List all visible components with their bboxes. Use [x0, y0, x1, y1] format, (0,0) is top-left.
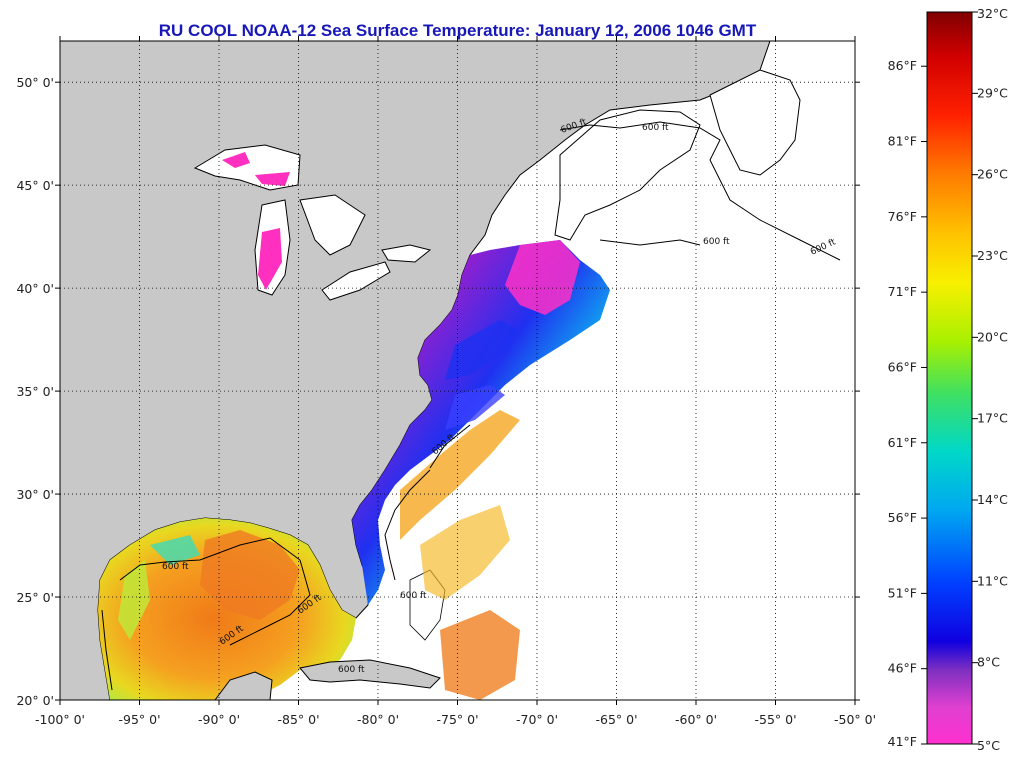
- longitude-tick-label: -90° 0': [198, 712, 240, 727]
- land-yucatan: [214, 671, 273, 700]
- colorbar-celsius-label: 23°C: [977, 248, 1008, 263]
- colorbar-fahrenheit-label: 76°F: [888, 209, 917, 224]
- longitude-tick-label: -60° 0': [675, 712, 717, 727]
- latitude-tick-label: 20° 0': [16, 693, 54, 708]
- lake-ontario: [381, 244, 432, 263]
- longitude-tick-label: -50° 0': [834, 712, 876, 727]
- contour-600ft-scotian-shelf: [599, 239, 701, 246]
- gulf-stream-warm: [400, 410, 520, 540]
- longitude-tick-label: -75° 0': [436, 712, 478, 727]
- colorbar-labels: 32°C 29°C 26°C 23°C 20°C 17°C 14°C 11°C 8°C 5°C 86…: [888, 6, 1009, 753]
- gulf-cool-shelf: [150, 535, 200, 565]
- atlantic-coastal-sst: [352, 240, 610, 605]
- axis-ticks: [55, 36, 860, 705]
- colorbar-fahrenheit-label: 51°F: [888, 585, 917, 600]
- longitude-tick-label: -80° 0': [357, 712, 399, 727]
- land-newfoundland: [709, 69, 801, 176]
- colorbar-celsius-label: 11°C: [977, 573, 1008, 588]
- latitude-tick-label: 50° 0': [16, 75, 54, 90]
- latitude-tick-label: 25° 0': [16, 590, 54, 605]
- caribbean-warm: [440, 610, 520, 700]
- land-cuba: [299, 659, 441, 689]
- colorbar-fahrenheit-label: 86°F: [888, 58, 917, 73]
- contour-600ft-florida-shelf: [229, 559, 311, 646]
- longitude-tick-label: -70° 0': [516, 712, 558, 727]
- contour-600ft-gulf-west: [101, 609, 113, 691]
- contour-label-cuba: 600 ft: [338, 665, 365, 675]
- map-title: RU COOL NOAA-12 Sea Surface Temperature:…: [158, 21, 757, 40]
- colorbar: [926, 11, 973, 745]
- colorbar-fahrenheit-label: 61°F: [888, 435, 917, 450]
- hatteras-shelf: [445, 385, 505, 430]
- colorbar-fahrenheit-label: 66°F: [888, 359, 917, 374]
- colorbar-fahrenheit-label: 81°F: [888, 134, 917, 149]
- contour-600ft-canada: [559, 121, 841, 261]
- gulf-west-shelf: [118, 560, 150, 640]
- contour-600ft-gulf-north: [119, 537, 301, 581]
- contour-600ft-southeast: [384, 469, 431, 581]
- sargasso-warm-patches: [420, 505, 510, 600]
- longitude-labels: -100° 0' -95° 0' -90° 0' -85° 0' -80° 0' -75°…: [35, 712, 876, 727]
- colorbar-celsius-label: 5°C: [977, 738, 1000, 753]
- mid-atlantic-shelf-cold: [445, 320, 520, 380]
- latitude-tick-label: 35° 0': [16, 384, 54, 399]
- longitude-tick-label: -100° 0': [35, 712, 85, 727]
- latitude-labels: 20° 0' 25° 0' 30° 0' 35° 0' 40° 0' 45° 0' 50° …: [16, 75, 54, 708]
- contour-label-bahamas: 600 ft: [400, 591, 427, 601]
- longitude-tick-label: -95° 0': [118, 712, 160, 727]
- lake-huron: [299, 194, 366, 256]
- latitude-tick-label: 40° 0': [16, 281, 54, 296]
- gulf-warm-core: [200, 530, 300, 620]
- colorbar-celsius-label: 20°C: [977, 329, 1008, 344]
- colorbar-celsius-label: 14°C: [977, 492, 1008, 507]
- longitude-tick-label: -55° 0': [754, 712, 796, 727]
- colorbar-fahrenheit-label: 56°F: [888, 510, 917, 525]
- gulf-of-maine-cold: [505, 240, 580, 315]
- latitude-tick-label: 45° 0': [16, 178, 54, 193]
- contour-600ft-carolinas: [429, 424, 471, 469]
- colorbar-fahrenheit-label: 41°F: [888, 734, 917, 749]
- graticule: [60, 41, 855, 700]
- lake-erie: [321, 261, 391, 301]
- colorbar-celsius-label: 29°C: [977, 85, 1008, 100]
- contour-label-scotian-shelf: 600 ft: [703, 237, 730, 247]
- land-maritimes: [554, 109, 701, 241]
- colorbar-celsius-label: 8°C: [977, 655, 1000, 670]
- colorbar-celsius-label: 17°C: [977, 411, 1008, 426]
- longitude-tick-label: -65° 0': [595, 712, 637, 727]
- latitude-tick-label: 30° 0': [16, 487, 54, 502]
- colorbar-celsius-label: 26°C: [977, 167, 1008, 182]
- contour-label-gulf-north: 600 ft: [162, 562, 189, 572]
- longitude-tick-label: -85° 0': [277, 712, 319, 727]
- colorbar-fahrenheit-label: 71°F: [888, 284, 917, 299]
- colorbar-celsius-label: 32°C: [977, 6, 1008, 21]
- colorbar-fahrenheit-label: 46°F: [888, 661, 917, 676]
- lake-superior-cold-patch: [222, 152, 290, 186]
- contour-label-newfoundland: 600 ft: [642, 123, 669, 133]
- lake-michigan-cold-patch: [258, 228, 282, 290]
